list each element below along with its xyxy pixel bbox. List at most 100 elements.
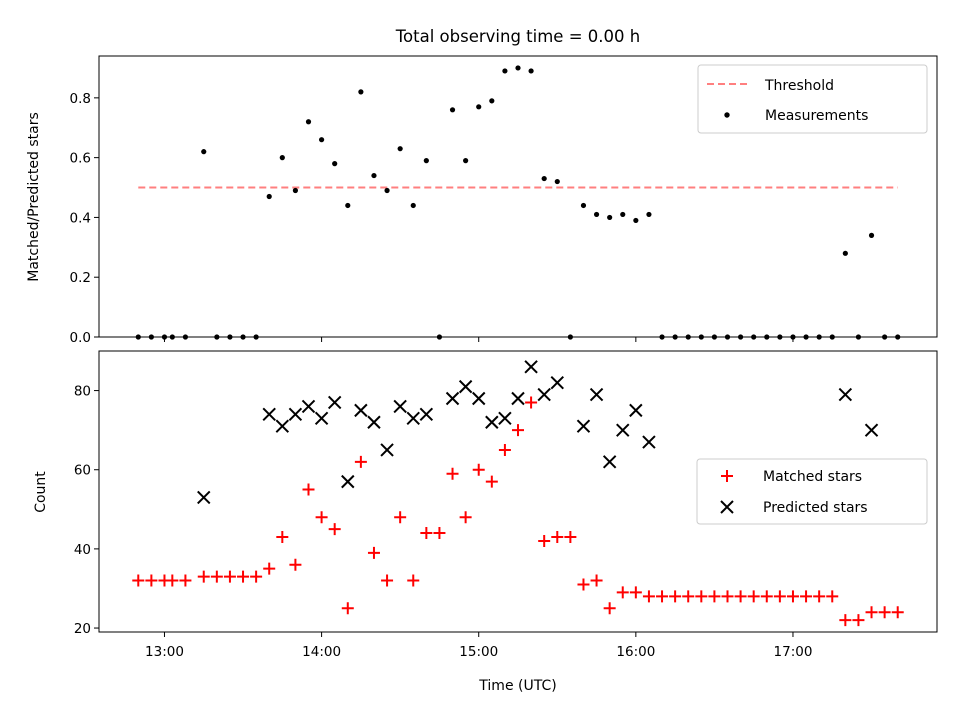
point-matched-stars [367, 546, 380, 559]
point-measurements [345, 202, 351, 209]
panel-counts-x-axis: 13:00 14:00 15:00 16:00 17:00 [145, 632, 812, 660]
legend-label-matched: Matched stars [763, 469, 862, 485]
point-matched-stars [721, 590, 734, 603]
point-matched-stars [786, 590, 799, 603]
point-predicted-stars [838, 387, 853, 402]
y-tick-label: 0.4 [70, 210, 91, 226]
point-measurements [593, 211, 600, 218]
point-matched-stars [210, 570, 223, 583]
panel-ratio: 0.00.20.40.60.8 Matched/Predicted stars … [26, 55, 938, 346]
point-predicted-stars [367, 415, 381, 429]
point-matched-stars [800, 590, 813, 603]
point-matched-stars [145, 574, 158, 587]
point-matched-stars [865, 606, 878, 619]
point-predicted-stars [864, 423, 879, 437]
point-measurements [868, 232, 875, 238]
legend-swatch-measurements [724, 112, 730, 118]
point-matched-stars [642, 590, 655, 603]
y-tick-label: 0.2 [70, 270, 91, 286]
point-matched-stars [132, 574, 145, 587]
y-tick-label: 60 [74, 463, 91, 479]
point-measurements [384, 187, 390, 194]
panel-counts-y-axis: 20 40 60 80 [74, 384, 99, 637]
point-matched-stars [250, 570, 263, 583]
point-matched-stars [603, 602, 616, 615]
point-measurements [135, 334, 141, 340]
point-matched-stars [315, 511, 328, 524]
point-matched-stars [341, 602, 354, 615]
point-measurements [895, 334, 901, 340]
panel-ratio-y-label: Matched/Predicted stars [26, 112, 42, 282]
point-matched-stars [813, 590, 826, 603]
y-tick-label: 20 [74, 621, 91, 637]
point-measurements [515, 65, 521, 71]
point-predicted-stars [511, 391, 525, 406]
legend-label-predicted: Predicted stars [763, 500, 868, 516]
point-predicted-stars [354, 403, 368, 418]
point-matched-stars [773, 590, 786, 603]
point-measurements [829, 334, 835, 340]
point-predicted-stars [288, 407, 303, 422]
x-tick-label: 16:00 [616, 644, 655, 660]
panel-ratio-marks [135, 65, 901, 340]
point-matched-stars [564, 531, 577, 544]
point-matched-stars [289, 558, 302, 571]
point-measurements [685, 334, 691, 340]
point-measurements [463, 158, 469, 164]
point-matched-stars [512, 424, 524, 437]
point-measurements [777, 334, 783, 340]
point-predicted-stars [380, 443, 394, 457]
point-predicted-stars [419, 407, 434, 422]
point-measurements [502, 68, 508, 74]
point-matched-stars [669, 590, 682, 603]
y-tick-label: 40 [74, 542, 91, 558]
point-predicted-stars [589, 387, 604, 402]
point-matched-stars [656, 590, 669, 603]
point-predicted-stars [616, 423, 630, 437]
point-measurements [620, 211, 626, 218]
point-measurements [646, 211, 652, 218]
point-matched-stars [472, 463, 485, 476]
point-measurements [724, 334, 731, 340]
legend-swatch-matched [721, 470, 733, 482]
point-measurements [659, 334, 665, 340]
panel-counts-marks [132, 360, 904, 627]
point-predicted-stars [445, 391, 460, 406]
point-measurements [528, 68, 534, 74]
point-matched-stars [276, 531, 289, 544]
point-measurements [292, 187, 299, 194]
point-measurements [182, 334, 189, 340]
point-measurements [279, 155, 285, 161]
point-matched-stars [826, 590, 839, 603]
point-measurements [790, 334, 796, 340]
y-tick-label: 0.6 [70, 151, 91, 167]
point-predicted-stars [537, 387, 551, 402]
point-matched-stars [760, 590, 773, 603]
y-tick-label: 80 [74, 384, 91, 400]
panel-ratio-legend: Threshold Measurements [697, 64, 928, 134]
point-measurements [169, 334, 175, 340]
point-measurements [397, 146, 403, 152]
point-predicted-stars [550, 375, 564, 390]
point-matched-stars [302, 483, 315, 496]
point-matched-stars [354, 455, 367, 468]
panel-counts-frame [98, 350, 938, 633]
point-matched-stars [166, 574, 179, 587]
point-measurements [318, 137, 325, 143]
point-predicted-stars [393, 399, 407, 414]
point-matched-stars [708, 590, 721, 603]
point-matched-stars [485, 475, 498, 488]
point-measurements [607, 214, 613, 221]
point-matched-stars [839, 614, 852, 627]
point-measurements [633, 217, 639, 224]
point-matched-stars [747, 590, 760, 603]
point-predicted-stars [327, 395, 342, 410]
point-predicted-stars [341, 474, 355, 489]
point-matched-stars [682, 590, 695, 603]
x-tick-label: 17:00 [774, 644, 813, 660]
legend-label-measurements: Measurements [765, 108, 868, 124]
point-matched-stars [433, 527, 446, 540]
point-matched-stars [616, 586, 629, 599]
point-matched-stars [223, 570, 236, 583]
point-measurements [698, 334, 704, 340]
